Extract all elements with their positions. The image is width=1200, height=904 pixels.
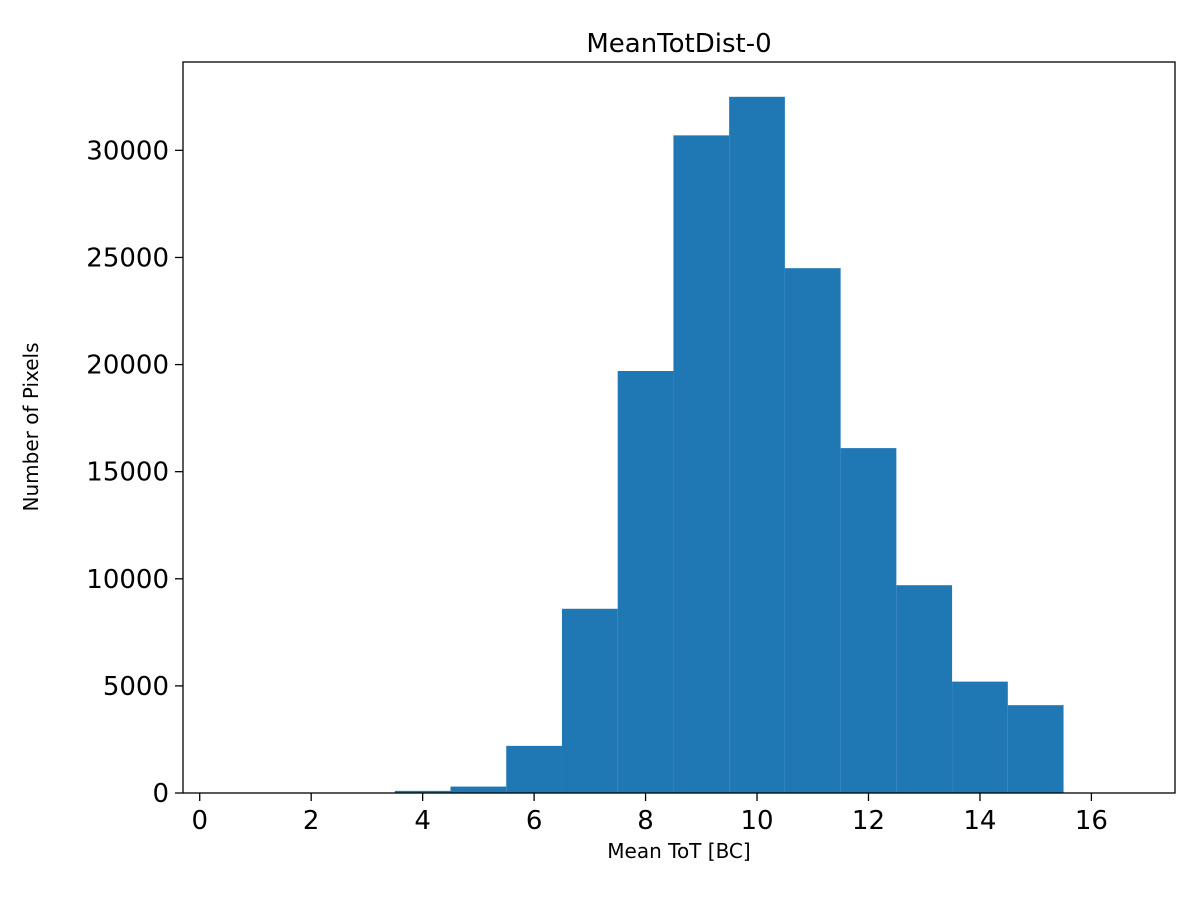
histogram-bar xyxy=(394,790,451,793)
x-axis-label: Mean ToT [BC] xyxy=(607,839,750,863)
histogram-bar xyxy=(1007,705,1064,793)
histogram-bar xyxy=(617,371,674,793)
y-tick-label: 0 xyxy=(152,779,169,809)
histogram-bar xyxy=(673,135,730,793)
y-tick-label: 10000 xyxy=(86,565,169,595)
y-tick-label: 30000 xyxy=(86,136,169,166)
histogram-bar xyxy=(840,448,897,793)
histogram-bar xyxy=(450,786,507,793)
x-tick-label: 10 xyxy=(740,806,773,836)
bars-group xyxy=(394,96,1064,793)
axes-group: 0 2 4 6 8 10 12 14 16 0 5000 10000 15000 20000 25000 30… xyxy=(86,61,1176,836)
x-tick-label: 8 xyxy=(637,806,654,836)
histogram-bar xyxy=(561,608,618,793)
plot-frame xyxy=(182,61,1176,794)
x-tick-label: 6 xyxy=(526,806,543,836)
x-tick-label: 4 xyxy=(414,806,431,836)
x-tick-label: 16 xyxy=(1075,806,1108,836)
y-tick-label: 25000 xyxy=(86,243,169,273)
histogram-bar xyxy=(952,681,1008,793)
y-axis-label: Number of Pixels xyxy=(19,342,43,511)
histogram-bar xyxy=(896,585,953,793)
y-tick-label: 20000 xyxy=(86,351,169,381)
x-tick-label: 12 xyxy=(852,806,885,836)
histogram-bar xyxy=(506,745,562,793)
x-tick-label: 14 xyxy=(963,806,996,836)
chart-title: MeanTotDist-0 xyxy=(586,29,771,59)
y-tick-label: 15000 xyxy=(86,458,169,488)
y-tick-label: 5000 xyxy=(103,672,169,702)
x-tick-label: 0 xyxy=(191,806,208,836)
x-tick-label: 2 xyxy=(303,806,320,836)
histogram-bar xyxy=(729,96,785,793)
histogram-bar xyxy=(784,268,841,793)
